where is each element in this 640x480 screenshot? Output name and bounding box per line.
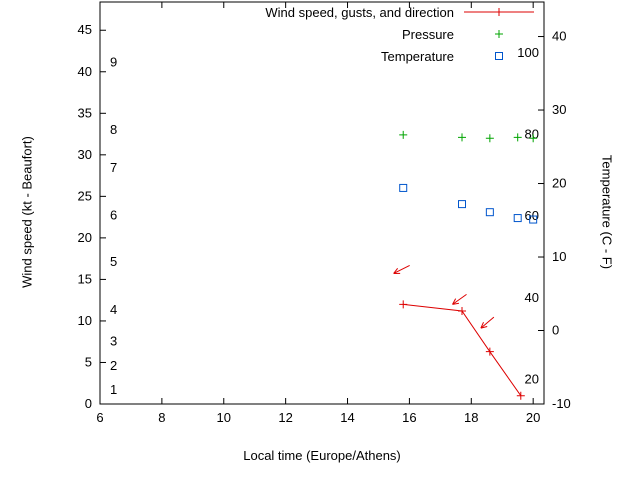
fahrenheit-label: 100 <box>517 45 539 60</box>
kt-tick-label: 40 <box>78 64 92 79</box>
legend-entry-wind: Wind speed, gusts, and direction <box>156 3 536 21</box>
legend-entry-pressure: Pressure <box>156 25 536 43</box>
legend-plus-icon <box>495 8 503 16</box>
legend-entry-temperature: Temperature <box>156 47 536 65</box>
legend-sample-wind <box>464 8 534 16</box>
fahrenheit-label: 20 <box>525 372 539 387</box>
celsius-tick-label: 10 <box>552 249 566 264</box>
kt-tick-label: 35 <box>78 105 92 120</box>
legend-label-pressure: Pressure <box>401 26 454 42</box>
legend-sample-temperature <box>495 52 503 60</box>
wind-point <box>399 300 408 309</box>
kt-tick-label: 10 <box>78 313 92 328</box>
beaufort-label: 8 <box>110 122 117 137</box>
legend-plus-icon <box>495 30 503 38</box>
gust-arrow-head <box>480 321 484 329</box>
kt-tick-label: 25 <box>78 188 92 203</box>
x-tick-label: 20 <box>526 410 540 425</box>
pressure-point <box>485 134 494 143</box>
celsius-tick-label: -10 <box>552 396 571 411</box>
legend-label-wind: Wind speed, gusts, and direction <box>265 4 454 20</box>
beaufort-label: 6 <box>110 207 117 222</box>
temperature-point <box>399 183 408 192</box>
wind-point <box>516 391 525 400</box>
kt-tick-label: 20 <box>78 230 92 245</box>
x-tick-label: 14 <box>340 410 354 425</box>
kt-tick-label: 5 <box>85 354 92 369</box>
legend: Wind speed, gusts, and direction Pressur… <box>156 3 536 69</box>
gust-arrow-shaft <box>393 264 410 274</box>
celsius-tick-label: 0 <box>552 323 559 338</box>
fahrenheit-label: 80 <box>525 127 539 142</box>
pressure-point <box>458 133 467 142</box>
gust-arrow-head <box>452 298 457 305</box>
fahrenheit-label: 40 <box>525 290 539 305</box>
temperature-point <box>513 214 522 223</box>
x-tick-label: 6 <box>96 410 103 425</box>
celsius-tick-label: 40 <box>552 29 566 44</box>
celsius-tick-label: 30 <box>552 102 566 117</box>
pressure-point <box>529 134 538 143</box>
beaufort-label: 4 <box>110 302 117 317</box>
left-axis-title: Wind speed (kt - Beaufort) <box>19 136 35 288</box>
x-tick-label: 8 <box>158 410 165 425</box>
beaufort-label: 3 <box>110 334 117 349</box>
kt-tick-label: 15 <box>78 271 92 286</box>
wind-series-line <box>403 303 522 396</box>
beaufort-label: 5 <box>110 254 117 269</box>
gust-arrow-shaft <box>452 293 467 305</box>
x-tick-label: 16 <box>402 410 416 425</box>
celsius-tick-label: 20 <box>552 176 566 191</box>
x-axis-title: Local time (Europe/Athens) <box>243 448 401 463</box>
pressure-point <box>399 130 408 139</box>
wind-point <box>458 306 467 315</box>
temperature-point <box>529 215 538 224</box>
wind-point <box>485 347 494 356</box>
beaufort-label: 1 <box>110 382 117 397</box>
beaufort-label: 7 <box>110 160 117 175</box>
kt-tick-label: 45 <box>78 22 92 37</box>
temperature-point <box>458 200 467 209</box>
legend-square-icon <box>495 52 503 60</box>
x-tick-label: 12 <box>278 410 292 425</box>
pressure-point <box>513 133 522 142</box>
legend-sample-pressure <box>495 30 503 38</box>
kt-tick-label: 0 <box>85 396 92 411</box>
x-tick-label: 10 <box>217 410 231 425</box>
beaufort-label: 9 <box>110 55 117 70</box>
gust-arrow-shaft <box>480 316 495 329</box>
gust-arrow-head <box>480 325 488 329</box>
plot-border <box>99 1 545 405</box>
temperature-point <box>485 208 494 217</box>
right-axis-title: Temperature (C - F) <box>599 154 615 270</box>
gust-arrow-head <box>452 302 460 305</box>
kt-tick-label: 30 <box>78 147 92 162</box>
x-tick-label: 18 <box>464 410 478 425</box>
legend-label-temperature: Temperature <box>381 48 454 64</box>
beaufort-label: 2 <box>110 358 117 373</box>
gust-arrow-head <box>393 267 399 274</box>
